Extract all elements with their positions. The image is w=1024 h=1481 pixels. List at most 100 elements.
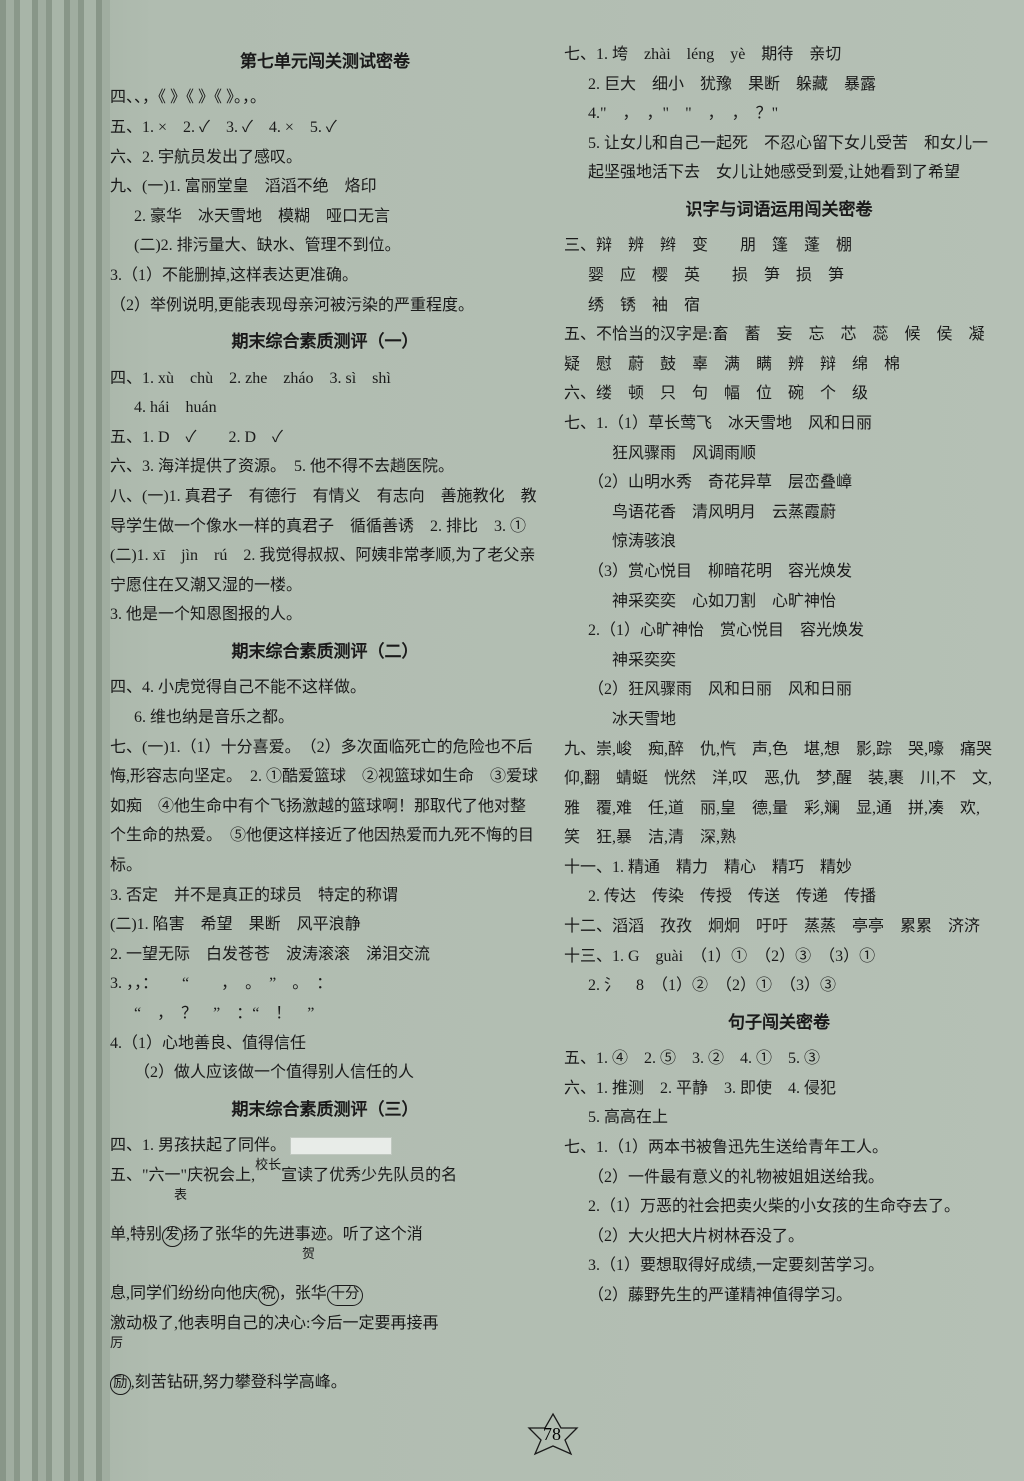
text: 单,特别 bbox=[110, 1226, 162, 1243]
text: 宣读了优秀少先队员的名 bbox=[281, 1167, 457, 1184]
answer-line: 3. 他是一个知恩图报的人。 bbox=[110, 600, 540, 630]
left-column: 第七单元闯关测试密卷 四、、，《 》《 》《 》。，。 五、1. × 2. ✓ … bbox=[110, 40, 540, 1398]
answer-line: 七、1.（1）草长莺飞 冰天雪地 风和日丽 bbox=[564, 409, 994, 439]
answer-line: 2. 巨大 细小 犹豫 果断 躲藏 暴露 bbox=[564, 70, 994, 100]
annotation: 贺 bbox=[302, 1246, 315, 1261]
answer-line: 冰天雪地 bbox=[564, 705, 994, 735]
answer-line: 惊涛骇浪 bbox=[564, 527, 994, 557]
answer-line: 十一、1. 精通 精力 精心 精巧 精妙 bbox=[564, 853, 994, 883]
answer-line: 四、1. xù chù 2. zhe zháo 3. sì shì bbox=[110, 364, 540, 394]
text: 息,同学们纷纷向他庆 bbox=[110, 1285, 258, 1302]
answer-line: 激动极了,他表明自己的决心:今后一定要再接再 bbox=[110, 1309, 540, 1339]
answer-line: （2）狂风骤雨 风和日丽 风和日丽 bbox=[564, 675, 994, 705]
page-number-wrap: 78 bbox=[110, 1418, 994, 1451]
answer-line: 5. 高高在上 bbox=[564, 1103, 994, 1133]
answer-line: 五、1. D ✓ 2. D ✓ bbox=[110, 423, 540, 453]
text: 张华 bbox=[295, 1285, 327, 1302]
text: ， bbox=[279, 1285, 295, 1302]
annotation-line: 表 bbox=[110, 1190, 540, 1220]
answer-line: 五、1. × 2. ✓ 3. ✓ 4. × 5. ✓ bbox=[110, 113, 540, 143]
section-title: 期末综合素质测评（一） bbox=[110, 326, 540, 357]
circled-char: 励 bbox=[110, 1374, 131, 1395]
answer-line: 八、(一)1. 真君子 有德行 有情义 有志向 善施教化 教导学生做一个像水一样… bbox=[110, 482, 540, 541]
answer-line: 五、不恰当的汉字是:畜 蓄 妄 忘 芯 蕊 候 侯 凝 疑 慰 蔚 鼓 辜 满 … bbox=[564, 320, 994, 379]
answer-line: 神采奕奕 心如刀割 心旷神怡 bbox=[564, 587, 994, 617]
answer-line: 2. 传达 传染 传授 传送 传递 传播 bbox=[564, 882, 994, 912]
answer-line: 3. ，，： “ ， 。 ” 。 ： bbox=[110, 969, 540, 999]
answer-line: 鸟语花香 清风明月 云蒸霞蔚 bbox=[564, 498, 994, 528]
blank-box bbox=[290, 1137, 392, 1155]
answer-line: （2）藤野先生的严谨精神值得学习。 bbox=[564, 1281, 994, 1311]
answer-line: 6. 维也纳是音乐之都。 bbox=[110, 703, 540, 733]
answer-line: 息,同学们纷纷向他庆祝，张华十分 bbox=[110, 1279, 540, 1309]
text: 扬了张华的先进事迹。听了这个消 bbox=[183, 1226, 423, 1243]
section-title: 第七单元闯关测试密卷 bbox=[110, 46, 540, 77]
answer-line: 2. 豪华 冰天雪地 模糊 哑口无言 bbox=[110, 202, 540, 232]
answer-line: （2）山明水秀 奇花异草 层峦叠嶂 bbox=[564, 468, 994, 498]
answer-line: 5. 让女儿和自己一起死 不忍心留下女儿受苦 和女儿一起坚强地活下去 女儿让她感… bbox=[564, 129, 994, 188]
section-title: 识字与词语运用闯关密卷 bbox=[564, 194, 994, 225]
text: ,刻苦钻研,努力攀登科学高峰。 bbox=[131, 1374, 347, 1391]
answer-line: 十二、滔滔 孜孜 炯炯 吁吁 蒸蒸 亭亭 累累 济济 bbox=[564, 912, 994, 942]
answer-line: 四、1. 男孩扶起了同伴。 bbox=[110, 1131, 540, 1161]
annotation: 厉 bbox=[110, 1335, 123, 1350]
answer-line: 六、1. 推测 2. 平静 3. 即使 4. 侵犯 bbox=[564, 1074, 994, 1104]
answer-line: 九、(一)1. 富丽堂皇 滔滔不绝 烙印 bbox=[110, 172, 540, 202]
answer-line: 4. hái huán bbox=[110, 393, 540, 423]
answer-line: 四、、，《 》《 》《 》。，。 bbox=[110, 83, 540, 113]
answer-line: “ ， ？ ” ：“ ！ ” bbox=[110, 999, 540, 1029]
binding-stripes bbox=[0, 0, 110, 1481]
answer-line: 2. 一望无际 白发苍苍 波涛滚滚 涕泪交流 bbox=[110, 940, 540, 970]
answer-line: 神采奕奕 bbox=[564, 646, 994, 676]
answer-line: 狂风骤雨 风调雨顺 bbox=[564, 439, 994, 469]
content-columns: 第七单元闯关测试密卷 四、、，《 》《 》《 》。，。 五、1. × 2. ✓ … bbox=[110, 40, 994, 1398]
answer-line: 六、缕 顿 只 句 幅 位 碗 个 级 bbox=[564, 379, 994, 409]
answer-line: 五、"六一"庆祝会上,校长宣读了优秀少先队员的名 bbox=[110, 1161, 540, 1191]
answer-line: 十三、1. G guài （1）① （2）③ （3）① bbox=[564, 942, 994, 972]
answer-line: 3.（1）要想取得好成绩,一定要刻苦学习。 bbox=[564, 1251, 994, 1281]
answer-line: 六、2. 宇航员发出了感叹。 bbox=[110, 143, 540, 173]
answer-line: （2）做人应该做一个值得别人信任的人 bbox=[110, 1058, 540, 1088]
section-title: 句子闯关密卷 bbox=[564, 1007, 994, 1038]
answer-line: 4." ， ，" " ， ， ？" bbox=[564, 99, 994, 129]
answer-line: 七、1.（1）两本书被鲁迅先生送给青年工人。 bbox=[564, 1133, 994, 1163]
answer-line: 3.（1）不能删掉,这样表达更准确。 bbox=[110, 261, 540, 291]
circled-chars: 十分 bbox=[327, 1285, 364, 1306]
answer-line: 单,特别发扬了张华的先进事迹。听了这个消 bbox=[110, 1220, 540, 1250]
page: 第七单元闯关测试密卷 四、、，《 》《 》《 》。，。 五、1. × 2. ✓ … bbox=[0, 0, 1024, 1481]
answer-line: 2.（1）心旷神怡 赏心悦目 容光焕发 bbox=[564, 616, 994, 646]
page-number: 78 bbox=[529, 1418, 575, 1451]
answer-line: 2. 氵 8 （1）② （2）① （3）③ bbox=[564, 971, 994, 1001]
annotation-line: 贺 bbox=[110, 1250, 540, 1280]
text: 五、"六一"庆祝会上, bbox=[110, 1167, 255, 1184]
answer-line: 七、(一)1.（1）十分喜爱。 （2）多次面临死亡的危险也不后悔,形容志向坚定。… bbox=[110, 733, 540, 881]
annotation-line: 厉 bbox=[110, 1338, 540, 1368]
answer-line: （2）大火把大片树林吞没了。 bbox=[564, 1222, 994, 1252]
answer-line: (二)2. 排污量大、缺水、管理不到位。 bbox=[110, 231, 540, 261]
circled-char: 发 bbox=[162, 1226, 183, 1247]
answer-line: 3. 否定 并不是真正的球员 特定的称谓 bbox=[110, 881, 540, 911]
answer-line: 2.（1）万恶的社会把卖火柴的小女孩的生命夺去了。 bbox=[564, 1192, 994, 1222]
annotation: 表 bbox=[174, 1187, 187, 1202]
answer-line: (二)1. xī jìn rú 2. 我觉得叔叔、阿姨非常孝顺,为了老父亲宁愿住… bbox=[110, 541, 540, 600]
answer-line: 四、4. 小虎觉得自己不能不这样做。 bbox=[110, 673, 540, 703]
answer-line: 六、3. 海洋提供了资源。 5. 他不得不去趟医院。 bbox=[110, 452, 540, 482]
answer-line: 三、辩 辨 辫 变 朋 篷 蓬 棚 bbox=[564, 231, 994, 261]
answer-line: 励,刻苦钻研,努力攀登科学高峰。 bbox=[110, 1368, 540, 1398]
answer-line: 九、崇,峻 痴,醉 仇,忾 声,色 堪,想 影,踪 哭,嚎 痛哭 仰,翻 蜻蜓 … bbox=[564, 735, 994, 853]
answer-line: 绣 锈 袖 宿 bbox=[564, 291, 994, 321]
circled-char: 祝 bbox=[258, 1285, 279, 1306]
answer-line: (二)1. 陷害 希望 果断 风平浪静 bbox=[110, 910, 540, 940]
section-title: 期末综合素质测评（三） bbox=[110, 1094, 540, 1125]
answer-line: 七、1. 垮 zhài léng yè 期待 亲切 bbox=[564, 40, 994, 70]
answer-line: （3）赏心悦目 柳暗花明 容光焕发 bbox=[564, 557, 994, 587]
annotation: 校长 bbox=[255, 1157, 281, 1172]
answer-line: （2）举例说明,更能表现母亲河被污染的严重程度。 bbox=[110, 291, 540, 321]
right-column: 七、1. 垮 zhài léng yè 期待 亲切 2. 巨大 细小 犹豫 果断… bbox=[564, 40, 994, 1398]
answer-line: 婴 应 樱 英 损 笋 损 笋 bbox=[564, 261, 994, 291]
answer-line: （2）一件最有意义的礼物被姐姐送给我。 bbox=[564, 1163, 994, 1193]
answer-line: 4.（1）心地善良、值得信任 bbox=[110, 1029, 540, 1059]
section-title: 期末综合素质测评（二） bbox=[110, 636, 540, 667]
text: 四、1. 男孩扶起了同伴。 bbox=[110, 1137, 286, 1154]
answer-line: 五、1. ④ 2. ⑤ 3. ② 4. ① 5. ③ bbox=[564, 1044, 994, 1074]
